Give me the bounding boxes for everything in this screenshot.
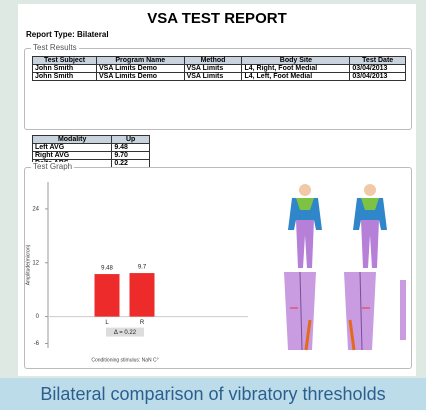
caption: Bilateral comparison of vibratory thresh… [0, 378, 426, 410]
column-header: Test Subject [33, 57, 97, 65]
bar [130, 273, 155, 317]
section-legend: Test Results [31, 43, 79, 52]
table-cell: VSA Limits Demo [97, 65, 185, 73]
y-tick-label: -6 [34, 341, 40, 347]
table-cell: Left AVG [33, 144, 112, 152]
table-cell: VSA Limits Demo [97, 73, 185, 81]
y-axis-label: Amplitude(micron) [25, 244, 31, 285]
x-tick-label: L [105, 320, 109, 326]
report-sheet: VSA TEST REPORT Report Type: Bilateral T… [18, 4, 416, 376]
table-cell: 03/04/2013 [350, 65, 406, 73]
bar [95, 274, 120, 317]
value-label: 9.48 [101, 266, 113, 272]
table-cell: 9.48 [112, 144, 150, 152]
body-map [270, 180, 410, 366]
table-cell: L4, Left, Foot Medial [242, 73, 350, 81]
y-tick-label: 24 [32, 206, 39, 212]
chart: -6 0 12 24 Amplitude(micron) 9.48 L 9.7 RΔ = 0.2… [18, 170, 268, 370]
table-cell: VSA Limits [184, 65, 242, 73]
x-tick-label: R [140, 320, 145, 326]
y-tick-label: 0 [36, 314, 40, 320]
footnote: Conditioning stimulus: NaN C° [91, 357, 158, 363]
table-cell: John Smith [33, 73, 97, 81]
value-label: 9.7 [138, 265, 147, 271]
table-cell: John Smith [33, 65, 97, 73]
y-tick-label: 12 [32, 260, 39, 266]
page: VSA TEST REPORT Report Type: Bilateral T… [0, 0, 426, 410]
body-figure [288, 184, 322, 268]
column-header: Body Site [242, 57, 350, 65]
column-header: Modality [33, 136, 112, 144]
table-cell: 9.70 [112, 152, 150, 160]
annotation: Δ = 0.22 [114, 330, 137, 336]
column-header: Method [184, 57, 242, 65]
leg-closeup [270, 272, 406, 350]
report-title: VSA TEST REPORT [18, 10, 416, 27]
column-header: Program Name [97, 57, 185, 65]
table-cell: Right AVG [33, 152, 112, 160]
column-header: Up [112, 136, 150, 144]
table-cell: VSA Limits [184, 73, 242, 81]
column-header: Test Date [350, 57, 406, 65]
body-figure [353, 184, 387, 268]
table-cell: L4, Right, Foot Medial [242, 65, 350, 73]
report-type: Report Type: Bilateral [26, 30, 109, 39]
table-cell: 03/04/2013 [350, 73, 406, 81]
